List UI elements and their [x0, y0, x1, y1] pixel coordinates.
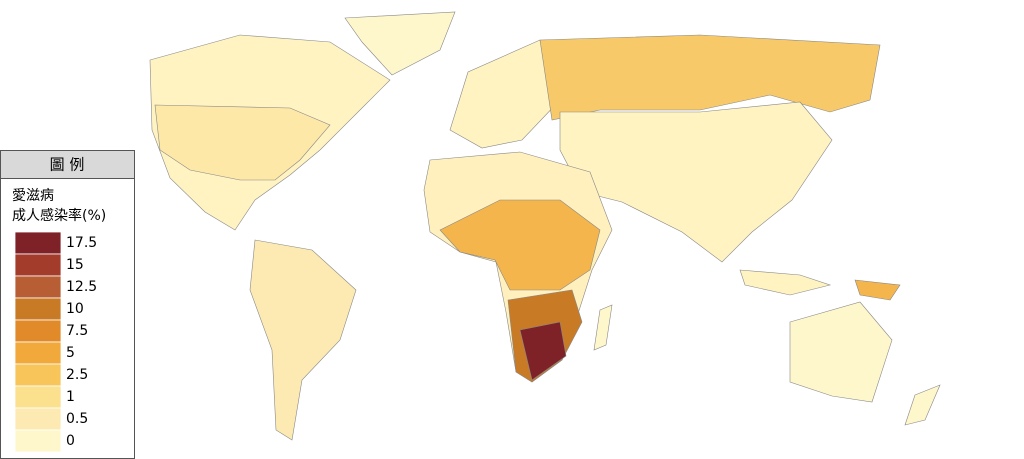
- papua-new-guinea: [854, 279, 901, 301]
- legend-swatch: [14, 297, 62, 321]
- legend-title: 圖 例: [50, 156, 85, 174]
- legend-label: 15: [66, 257, 84, 273]
- legend-swatch: [14, 363, 62, 387]
- legend-label: 0.5: [66, 411, 88, 427]
- central-africa: [439, 199, 601, 291]
- russia: [539, 34, 881, 121]
- legend-swatch: [14, 407, 62, 431]
- legend-label: 7.5: [66, 323, 88, 339]
- legend-swatch: [14, 275, 62, 299]
- madagascar: [593, 304, 613, 351]
- australia: [789, 301, 893, 403]
- usa: [154, 104, 331, 181]
- legend-swatch: [14, 341, 62, 365]
- new-zealand: [904, 384, 941, 426]
- legend-swatch: [14, 429, 62, 453]
- legend-swatch: [14, 319, 62, 343]
- legend-swatch: [14, 385, 62, 409]
- greenland: [344, 11, 456, 76]
- legend: 圖 例 愛滋病 成人感染率(%) 17.5 15 12.5 10 7.5 5 2.5 1 0.5…: [0, 150, 135, 459]
- continents: [149, 11, 941, 441]
- legend-label: 2.5: [66, 367, 88, 383]
- legend-swatch: [14, 231, 62, 255]
- indonesia: [739, 269, 832, 296]
- legend-swatch: [14, 253, 62, 277]
- south-america: [249, 239, 357, 441]
- legend-label: 5: [66, 345, 75, 361]
- legend-label: 1: [66, 389, 75, 405]
- legend-label: 12.5: [66, 279, 97, 295]
- legend-subtitle: 成人感染率(%): [12, 207, 106, 224]
- legend-header: [0, 150, 135, 179]
- legend-label: 10: [66, 301, 84, 317]
- legend-subtitle: 愛滋病: [12, 188, 54, 204]
- legend-label: 17.5: [66, 235, 97, 251]
- south-africa: [519, 321, 567, 381]
- legend-label: 0: [66, 433, 75, 449]
